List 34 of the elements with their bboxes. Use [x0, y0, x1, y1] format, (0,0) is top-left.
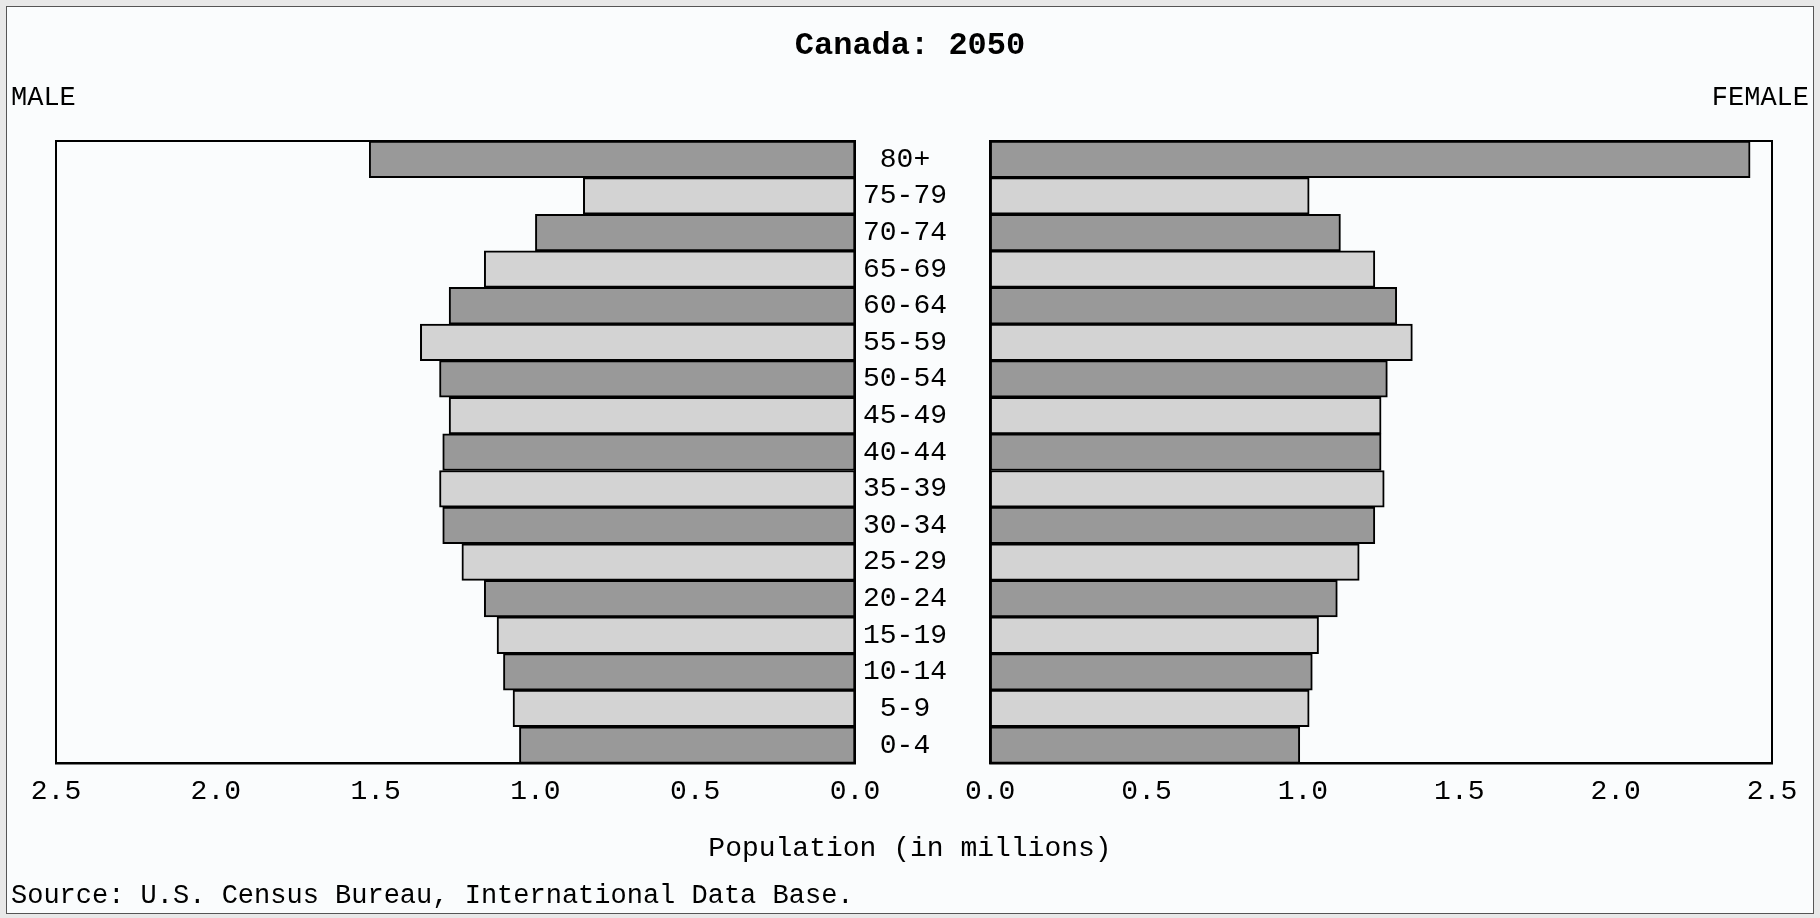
- y-tick-label: 50-54: [863, 363, 948, 395]
- x-tick-label: 0.0: [829, 775, 881, 807]
- y-tick-label: 80+: [879, 143, 931, 175]
- y-tick-label: 75-79: [863, 180, 948, 212]
- y-tick-label: 35-39: [863, 473, 948, 505]
- y-tick-label: 15-19: [863, 619, 948, 651]
- chart-title: Canada: 2050: [793, 27, 1027, 64]
- y-tick-label: 45-49: [863, 399, 948, 431]
- y-tick-label: 5-9: [879, 692, 931, 724]
- x-tick-label: 0.5: [1121, 775, 1172, 807]
- x-axis-title: Population (in millions): [707, 833, 1113, 864]
- x-tick-label: 2.0: [190, 775, 242, 807]
- x-tick-label: 0.0: [964, 775, 1016, 807]
- x-tick-label: 1.5: [1434, 775, 1485, 807]
- x-tick-label: 2.5: [1746, 775, 1798, 807]
- chart-subtitle: MALE: [11, 83, 76, 113]
- x-tick-label: 2.0: [1590, 775, 1641, 807]
- y-tick-label: 65-69: [863, 253, 948, 285]
- y-tick-label: 70-74: [863, 216, 948, 248]
- x-tick-label: 0.5: [669, 775, 721, 807]
- y-tick-label: 0-4: [879, 729, 931, 761]
- y-tick-label: 20-24: [863, 583, 948, 615]
- source-note: Source: U.S. Census Bureau, International Data Base.: [11, 881, 854, 911]
- y-tick-label: 10-14: [863, 656, 948, 688]
- y-tick-label: 55-59: [863, 326, 948, 358]
- x-tick-label: 1.0: [510, 775, 561, 807]
- x-tick-label: 2.5: [30, 775, 82, 807]
- x-tick-label: 1.0: [1277, 775, 1329, 807]
- x-tick-label: 1.5: [350, 775, 401, 807]
- y-tick-label: 30-34: [863, 509, 948, 541]
- chart-subtitle: FEMALE: [1711, 83, 1809, 113]
- y-tick-label: 25-29: [863, 546, 948, 578]
- y-tick-label: 60-64: [863, 290, 948, 322]
- y-tick-label: 40-44: [863, 436, 948, 468]
